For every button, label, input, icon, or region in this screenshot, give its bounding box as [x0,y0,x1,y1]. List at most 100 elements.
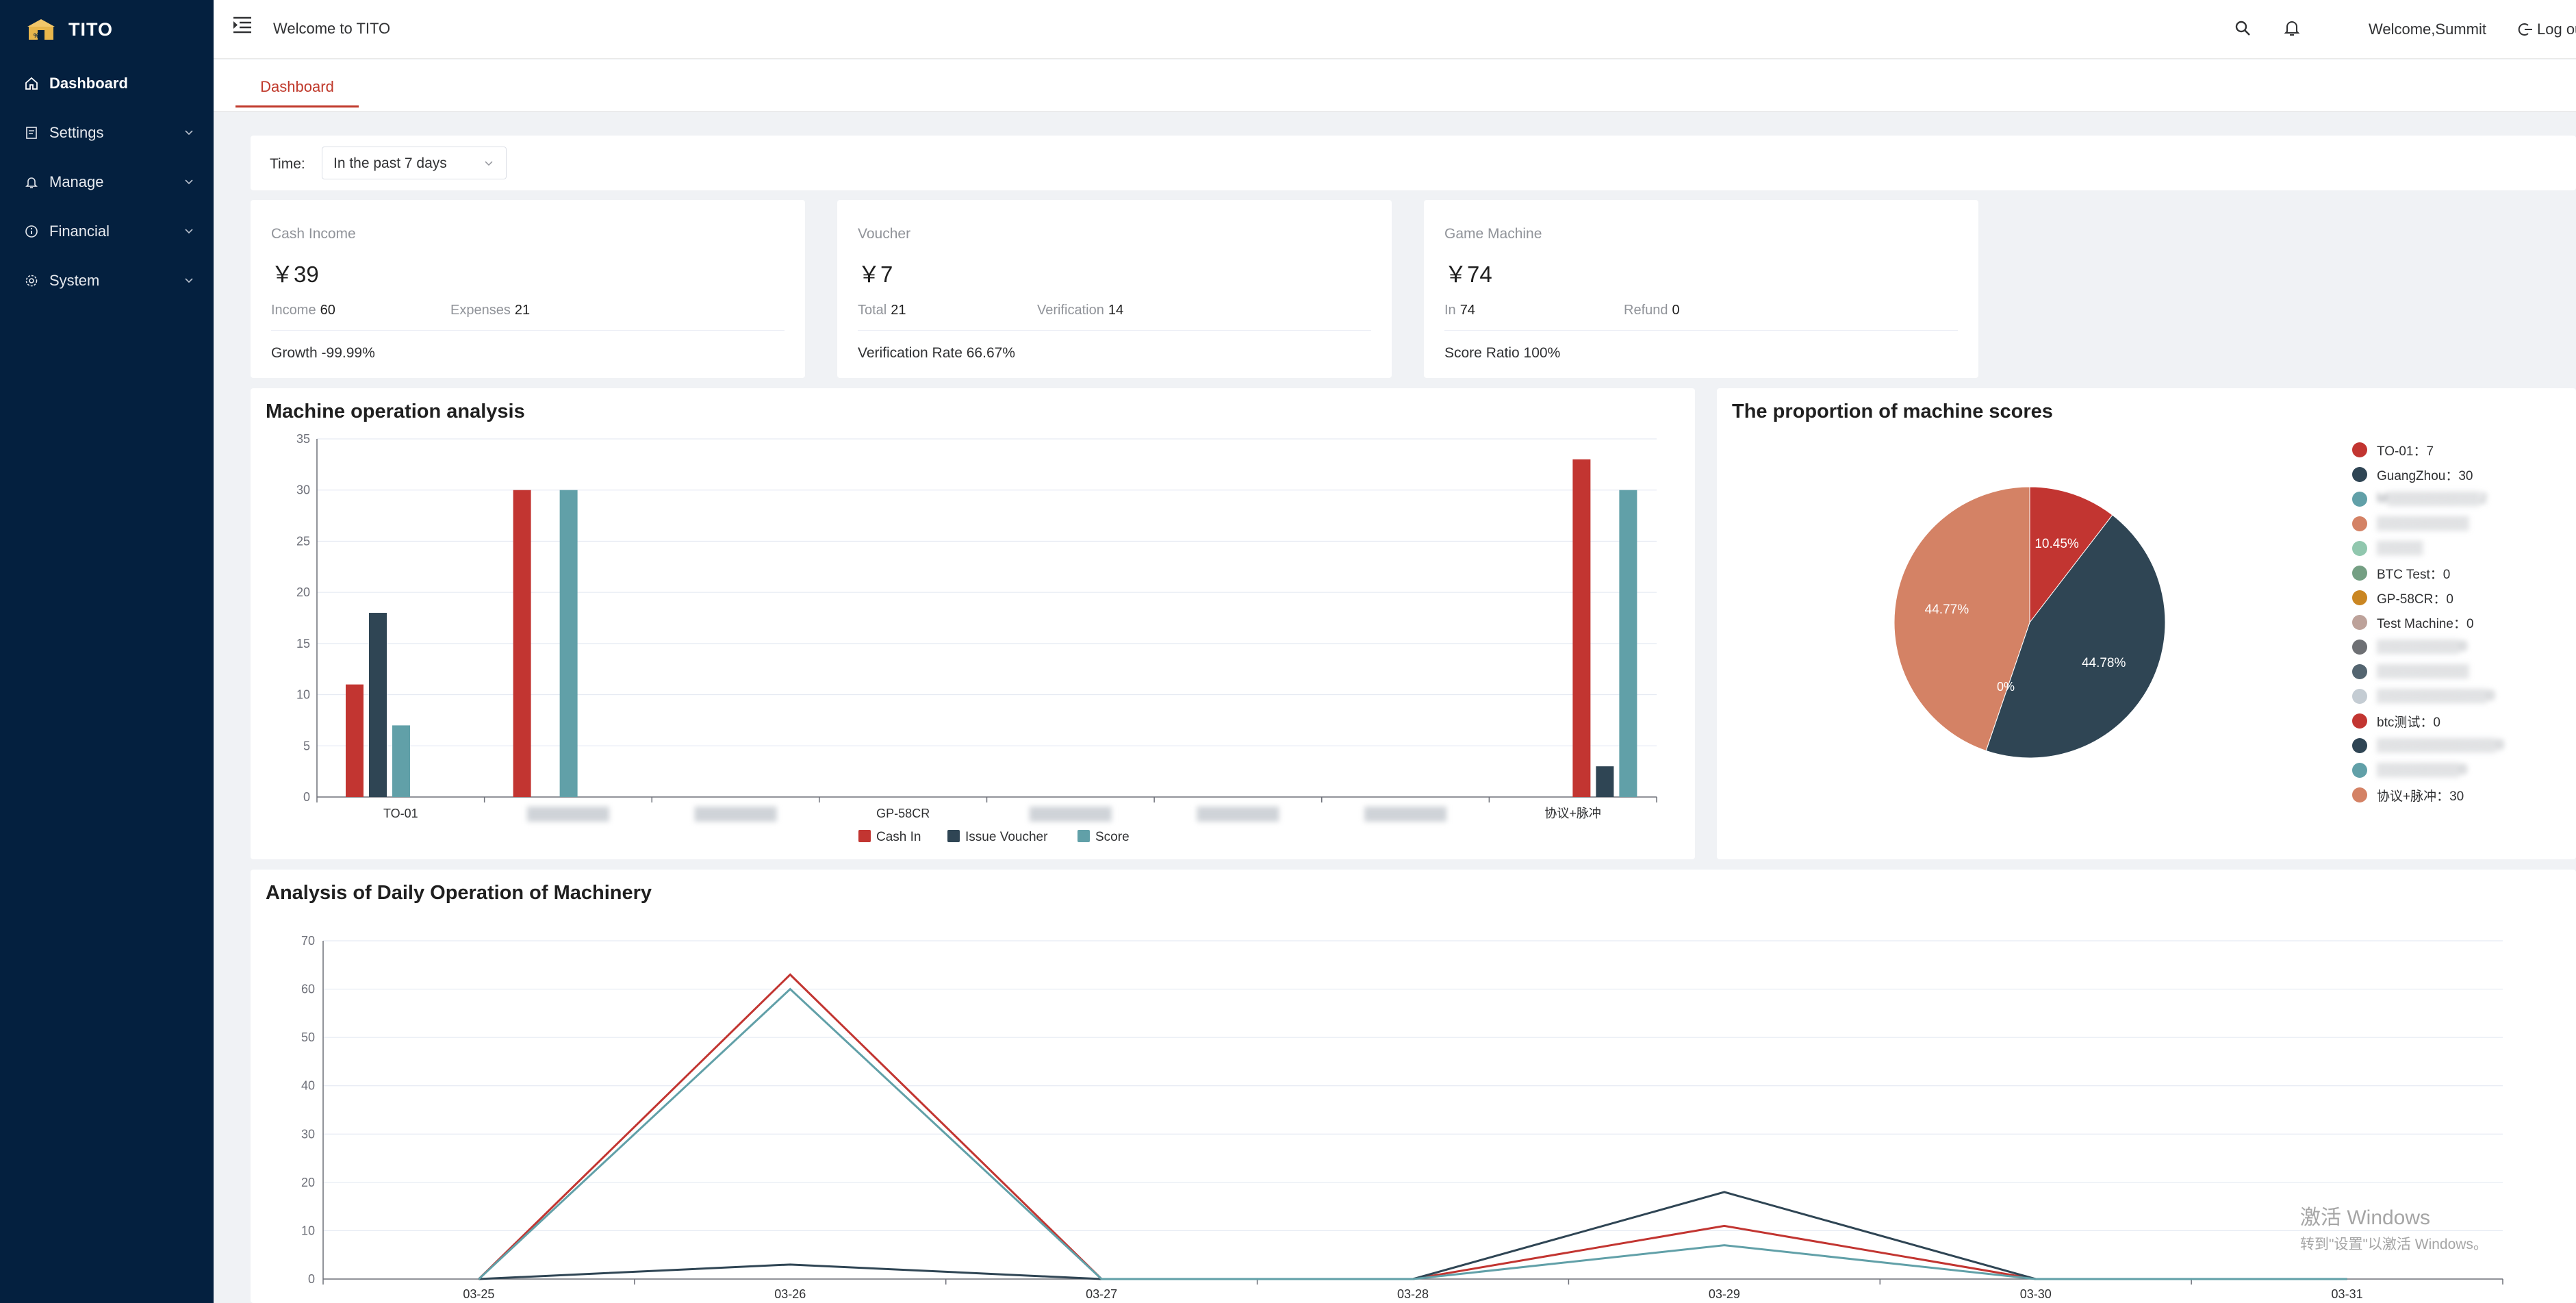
pie-legend-item[interactable]: ▒▒▒▒▒ [2352,536,2504,561]
card-left-stat: In 74 [1444,303,1475,318]
stat-value: 21 [891,303,906,318]
sidebar-item-dashboard[interactable]: Dashboard [0,59,214,108]
legend-text: ▒▒▒▒▒▒▒▒▒▒ [2377,664,2469,679]
top-header: Welcome to TITO Welcome,Summit Log ou [214,0,2576,59]
x-tick-label: 协议+脉冲 [1544,807,1601,820]
x-tick-label: 03-25 [463,1287,494,1301]
menu-fold-icon[interactable] [231,14,253,36]
chevron-down-icon [185,278,193,283]
y-tick-label: 30 [301,1127,315,1141]
bar [559,490,578,797]
pie-legend-item[interactable]: M▒▒▒▒▒▒▒▒▒▒2 [2352,487,2504,511]
sidebar-item-manage[interactable]: Manage [0,157,214,207]
card-footer: Growth -99.99% [271,345,375,361]
x-tick-label: GP-58CR [876,807,930,820]
x-tick-label: 03-29 [1709,1287,1740,1301]
bar [392,725,410,797]
legend-text: ▒▒▒▒▒▒▒▒▒▒▒▒▒0 [2377,738,2504,752]
notification-bell-icon[interactable] [2282,18,2301,38]
series-line [478,973,2347,1280]
sidebar-item-settings[interactable]: Settings [0,108,214,157]
daily-operation-panel: Analysis of Daily Operation of Machinery… [251,870,2576,1303]
legend-dot [2352,738,2367,753]
legend-swatch [947,830,960,842]
pie-legend-item[interactable]: ▒▒▒▒▒▒▒▒▒▒▒▒▒0 [2352,733,2504,758]
time-range-select[interactable]: In the past 7 days [322,147,507,179]
stat-value: 14 [1108,303,1124,318]
legend-dot [2352,615,2367,630]
legend-text: 协议+脉冲：30 [2377,789,2464,804]
obscured-x-label [694,807,777,822]
legend-dot [2352,590,2367,605]
chevron-down-icon [185,229,193,234]
sidebar: % TITO Dashboard Settings Manage Financi… [0,0,214,1303]
y-tick-label: 20 [296,585,310,599]
stat-label: Verification [1037,303,1104,318]
sidebar-item-financial[interactable]: Financial [0,207,214,256]
card-right-stat: Expenses 21 [450,303,530,318]
pie-legend-item[interactable]: ▒▒▒▒▒▒▒▒▒▒ [2352,511,2504,536]
legend-dot [2352,640,2367,655]
obscured-x-label [1197,807,1279,822]
pie-legend-item[interactable]: btc测试：0 [2352,709,2504,733]
y-tick-label: 30 [296,483,310,497]
stat-label: In [1444,303,1456,318]
pie-legend-item[interactable]: 协议+脉冲：30 [2352,783,2504,807]
bar [1596,766,1614,797]
pie-legend-item[interactable]: Test Machine：0 [2352,610,2504,635]
y-tick-label: 20 [301,1176,315,1189]
y-tick-label: 15 [296,637,310,650]
y-tick-label: 10 [296,688,310,702]
x-tick-label: 03-31 [2332,1287,2363,1301]
pie-legend-item[interactable]: GuangZhou：30 [2352,462,2504,487]
svg-text:%: % [34,32,39,39]
stat-value: 60 [320,303,335,318]
legend-label: Cash In [876,830,921,844]
card-amount: ￥74 [1444,262,1492,287]
pie-legend-item[interactable]: GP-58CR：0 [2352,585,2504,610]
card-title: Voucher [858,226,911,242]
legend-label: Issue Voucher [965,830,1048,844]
pie-legend-item[interactable]: ▒▒▒▒▒▒▒▒▒0 [2352,758,2504,783]
app-title: TITO [68,18,114,40]
stat-label: Income [271,303,316,318]
pie-legend-item[interactable]: BTC Test：0 [2352,561,2504,585]
bar [1619,490,1637,797]
legend-dot [2352,787,2367,802]
tab-dashboard[interactable]: Dashboard [235,72,359,107]
stat-value: 21 [514,303,531,318]
logout-icon [2518,23,2532,36]
pie-legend-item[interactable]: ▒▒▒▒▒▒▒▒▒▒▒▒0 [2352,684,2504,709]
legend-dot [2352,689,2367,704]
card-left-stat: Income 60 [271,303,335,318]
sidebar-item-label: Financial [49,223,110,240]
y-tick-label: 5 [303,739,310,752]
sidebar-item-system[interactable]: System [0,256,214,305]
card-title: Game Machine [1444,226,1542,242]
gear-icon [25,275,38,287]
user-greeting[interactable]: Welcome,Summit [2369,21,2486,38]
pie-zero-label: 0% [1997,680,2015,694]
pie-legend-item[interactable]: ▒▒▒▒▒▒▒▒▒0 [2352,635,2504,659]
watermark-line1: 激活 Windows [2300,1206,2431,1229]
pie-slice-label: 44.77% [1925,603,1969,617]
machine-operation-bar-chart: 0 5 10 15 20 25 30 35 TO-01 GP-58CR 协议+脉冲 Cash In Is… [296,432,1657,844]
card-amount: ￥39 [271,262,319,287]
logout-button[interactable]: Log ou [2518,21,2576,38]
bar [346,684,364,797]
header-title: Welcome to TITO [273,20,391,37]
panel-title: Machine operation analysis [266,401,525,422]
legend-text: btc测试：0 [2377,715,2440,730]
search-icon[interactable] [2233,18,2252,38]
logo[interactable]: % TITO [0,0,214,59]
info-circle-icon [25,225,38,238]
card-right-stat: Refund 0 [1624,303,1680,318]
pie-legend-item[interactable]: TO-01：7 [2352,438,2504,462]
series-line [479,1191,2347,1280]
legend-text: GuangZhou：30 [2377,468,2473,483]
daily-operation-line-chart: 0 10 20 30 40 50 60 70 03-25 03-26 03-27 03-28 03-29… [301,934,2503,1301]
y-tick-label: 60 [301,983,315,996]
panel-title: Analysis of Daily Operation of Machinery [266,882,652,904]
pie-legend-item[interactable]: ▒▒▒▒▒▒▒▒▒▒ [2352,659,2504,684]
machine-scores-panel: The proportion of machine scores 10.45% 4… [1717,388,2576,859]
